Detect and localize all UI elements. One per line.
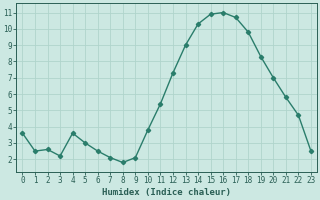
X-axis label: Humidex (Indice chaleur): Humidex (Indice chaleur): [102, 188, 231, 197]
